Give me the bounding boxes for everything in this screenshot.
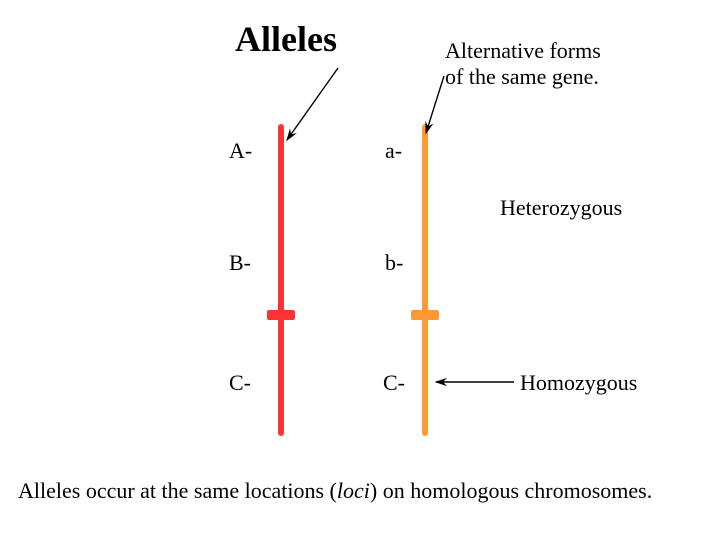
label-b: b- xyxy=(385,250,403,276)
label-B: B- xyxy=(229,250,251,276)
arrows-layer xyxy=(0,0,720,540)
label-heterozygous: Heterozygous xyxy=(500,195,622,221)
chromosome-left xyxy=(278,124,284,436)
chromosome-right xyxy=(422,124,428,436)
diagram-stage: Alleles Alternative forms of the same ge… xyxy=(0,0,720,540)
footer-prefix: Alleles occur at the same locations ( xyxy=(18,478,337,503)
footer-suffix: ) on homologous chromosomes. xyxy=(370,478,652,503)
label-C-left: C- xyxy=(229,370,251,396)
centromere-right xyxy=(411,310,439,320)
label-a: a- xyxy=(385,138,402,164)
label-A: A- xyxy=(229,138,252,164)
subtitle-line2: of the same gene. xyxy=(445,64,599,90)
label-C-right: C- xyxy=(383,370,405,396)
arrow-title-to-right xyxy=(426,76,444,133)
centromere-left xyxy=(267,310,295,320)
subtitle-line1: Alternative forms xyxy=(445,38,601,64)
footer-italic: loci xyxy=(337,478,370,503)
arrow-title-to-left xyxy=(287,68,338,140)
label-homozygous: Homozygous xyxy=(520,370,637,396)
page-title: Alleles xyxy=(235,18,337,60)
footer-sentence: Alleles occur at the same locations (loc… xyxy=(18,478,652,504)
